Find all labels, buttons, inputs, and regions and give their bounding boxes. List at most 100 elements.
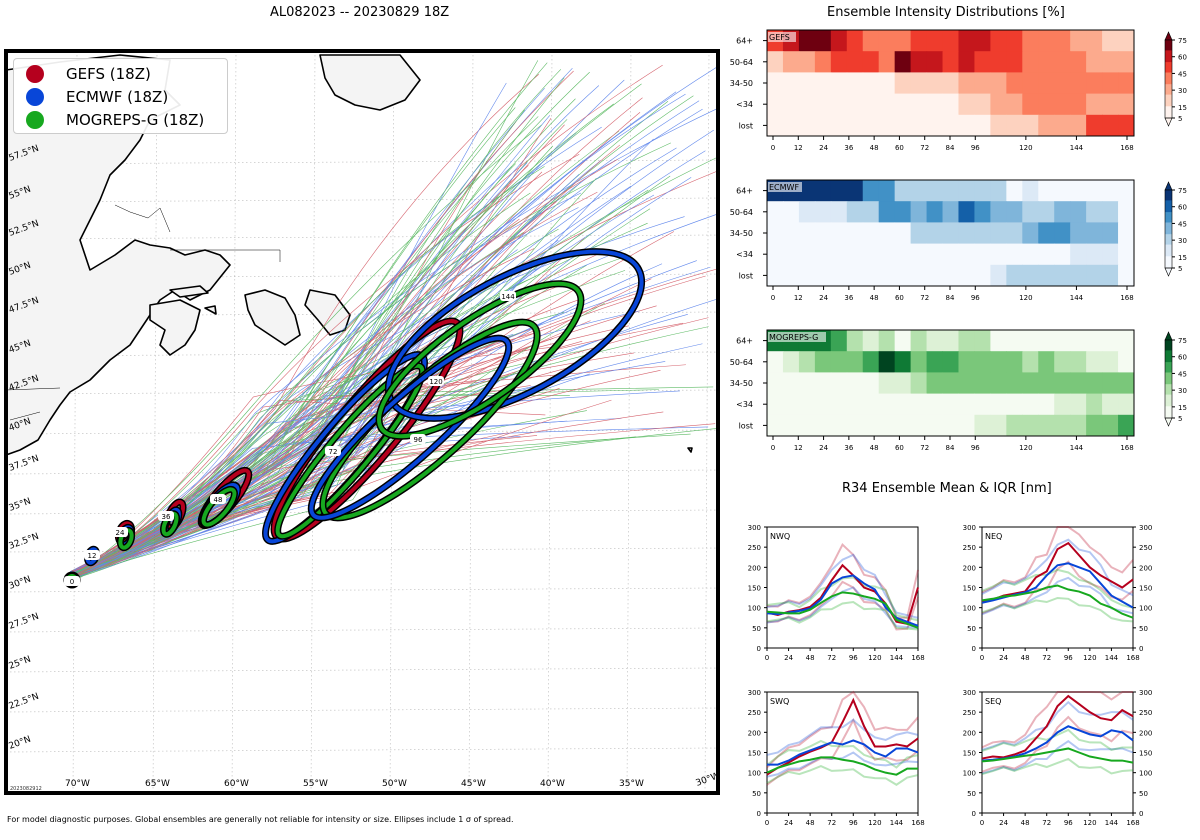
heatmap-cell — [974, 393, 991, 416]
r34-mean-line — [766, 697, 919, 776]
ensemble-track — [71, 370, 661, 574]
colorbar-segment — [1165, 66, 1172, 68]
heatmap-cell — [862, 201, 880, 223]
colorbar-label: 15 — [1178, 404, 1187, 412]
ensemble-track — [74, 252, 603, 574]
ellipse-hour-labels: 0 12 24 36 48 72 96 120 144 — [64, 291, 516, 586]
forecast-ellipse — [163, 507, 181, 535]
heatmap-cell — [942, 72, 959, 95]
legend-item: GEFS (18Z) — [26, 63, 151, 85]
r34-y-label: 100 — [748, 605, 761, 613]
colorbar-segment — [1165, 342, 1172, 345]
heatmap-cell — [767, 51, 784, 73]
heatmap-cell — [798, 351, 816, 373]
r34-panel-label: NWQ — [770, 532, 790, 541]
colorbar-segment — [1165, 219, 1172, 222]
meridian — [704, 51, 710, 793]
heatmap-cell — [1070, 414, 1087, 437]
ensemble-track — [71, 98, 576, 578]
ensemble-track — [72, 386, 714, 573]
colorbar-segment — [1165, 63, 1172, 66]
heatmap-x-label: 12 — [794, 444, 803, 452]
heatmap-cell — [942, 372, 959, 395]
heatmap-cell — [1118, 393, 1135, 416]
colorbar-segment — [1165, 53, 1172, 55]
heatmap-x-label: 168 — [1120, 444, 1133, 452]
colorbar-segment — [1165, 261, 1172, 264]
heatmap-cell — [1102, 114, 1119, 137]
lon-label: 45°W — [461, 779, 486, 789]
colorbar-segment — [1165, 108, 1172, 111]
heatmap-cell — [1118, 93, 1135, 116]
heatmap-cell — [1070, 372, 1087, 395]
r34-y-label-right: 200 — [1139, 729, 1152, 737]
heatmap-cell — [1054, 72, 1071, 95]
lon-label: 55°W — [303, 779, 328, 789]
ensemble-track — [69, 97, 643, 575]
heatmap-cell — [878, 330, 896, 352]
ellipse-label-box — [428, 376, 444, 386]
heatmap-cell — [1022, 351, 1039, 373]
ensemble-track — [72, 82, 507, 576]
colorbar-segment — [1165, 403, 1172, 406]
ensemble-track — [74, 160, 602, 575]
heatmap-cell — [910, 72, 928, 95]
ensemble-track — [71, 260, 697, 576]
heatmap-cell — [894, 264, 912, 287]
colorbar-label: 60 — [1178, 54, 1187, 62]
colorbar-segment — [1165, 112, 1172, 115]
heatmap-cell — [1022, 372, 1039, 395]
heatmap-x-label: 60 — [895, 144, 904, 152]
heatmap-cell — [814, 180, 832, 202]
forecast-ellipse — [65, 573, 79, 587]
ellipse-outline — [116, 523, 136, 549]
colorbar-segment — [1165, 58, 1172, 60]
heatmap-cell — [974, 93, 991, 116]
heatmap-cell — [1022, 72, 1039, 95]
heatmap-label: ECMWF — [769, 183, 799, 192]
r34-y-label-right: 200 — [1139, 564, 1152, 572]
lon-label: 50°W — [382, 779, 407, 789]
r34-iqr-line — [766, 543, 919, 619]
heatmap-cell — [926, 114, 944, 137]
ensemble-track — [75, 334, 514, 578]
colorbar-segment — [1165, 367, 1172, 370]
r34-y-label: 200 — [748, 729, 761, 737]
ensemble-track — [70, 126, 602, 577]
heatmap-ecmwf: ECMWF 64+ 50-64 34-50 <34 lost 0 12 24 36 48 60 72 84… — [730, 179, 1135, 302]
heatmap-cell — [1006, 93, 1023, 116]
forecast-ellipse — [201, 487, 237, 527]
map-gridlines — [6, 51, 718, 793]
heatmap-cell — [926, 222, 944, 245]
heatmap-cell — [878, 222, 896, 245]
r34-y-label-right: 0 — [1139, 810, 1143, 818]
heatmap-cell — [1102, 201, 1119, 223]
ellipse-outline — [161, 506, 183, 536]
ensemble-track — [75, 218, 520, 572]
heatmap-cell — [1006, 51, 1023, 73]
r34-iqr-line — [981, 757, 1134, 776]
r34-iqr-line — [981, 576, 1134, 616]
heatmap-cell — [767, 393, 784, 416]
forecast-ellipse — [66, 574, 78, 586]
r34-x-label: 144 — [890, 819, 904, 827]
heatmap-cell — [910, 114, 928, 137]
r34-y-label-right: 300 — [1139, 689, 1152, 697]
ensemble-track — [71, 423, 716, 577]
colorbar-segment — [1165, 260, 1172, 262]
heatmap-cell — [1006, 201, 1023, 223]
r34-iqr-line — [981, 739, 1134, 775]
heatmap-cell — [814, 114, 832, 137]
heatmap-cell — [862, 180, 880, 202]
heatmap-cell — [1118, 351, 1135, 373]
heatmap-cell — [1070, 393, 1087, 416]
r34-iqr-line — [766, 690, 919, 769]
heatmap-cell — [990, 330, 1007, 352]
r34-panel-swq: SWQ 0 24 48 72 96 120 144 168 0 50 100 150 200 250 300 — [748, 689, 925, 827]
ensemble-track — [77, 181, 582, 574]
heatmap-cell — [798, 243, 816, 266]
ellipse-outline — [274, 362, 426, 540]
r34-y-label: 150 — [748, 750, 761, 758]
heatmap-x-label: 48 — [870, 444, 879, 452]
ellipse-label: 48 — [214, 496, 223, 504]
